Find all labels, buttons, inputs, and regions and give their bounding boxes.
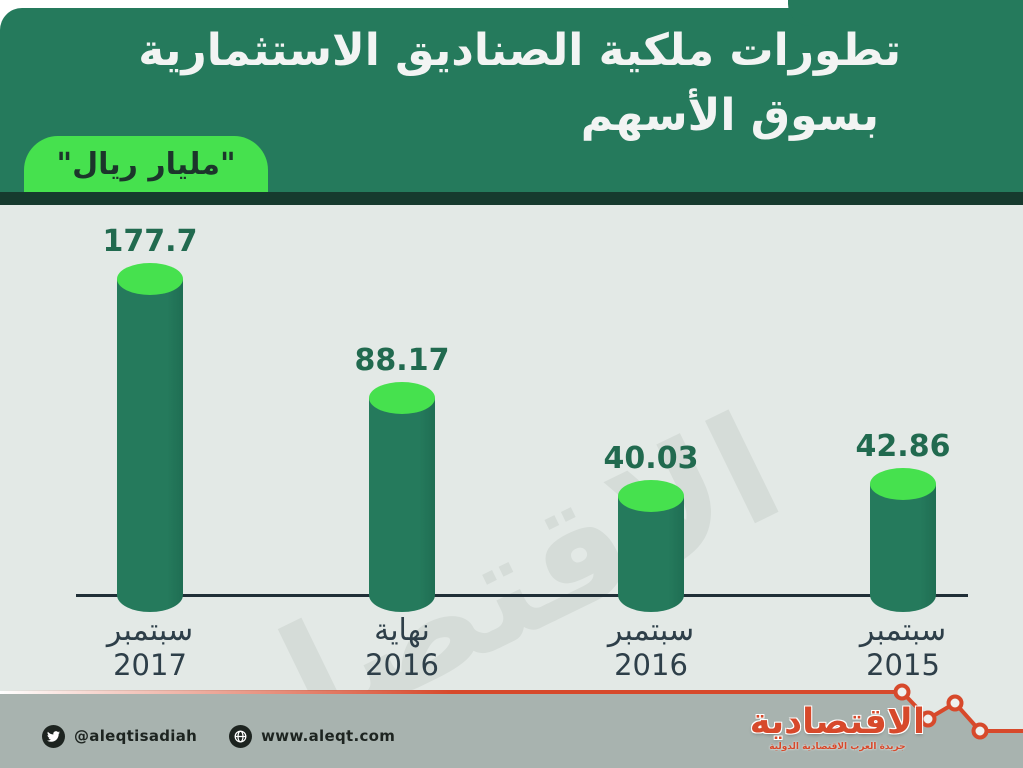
x-axis-line	[76, 594, 968, 597]
x-label-period: نهاية	[374, 613, 430, 648]
bar-value-label: 177.7	[102, 224, 198, 259]
chart-title: تطورات ملكية الصناديق الاستثمارية بسوق ا…	[0, 18, 1023, 148]
x-axis-label: سبتمبر 2016	[551, 613, 751, 682]
social-bar: @aleqtisadiah www.aleqt.com	[42, 722, 395, 750]
x-label-period: سبتمبر	[859, 613, 947, 648]
title-line-1: تطورات ملكية الصناديق الاستثمارية	[138, 25, 901, 76]
header-divider-strip	[0, 192, 1023, 205]
x-label-year: 2016	[365, 647, 439, 682]
twitter-icon	[42, 724, 65, 748]
aleqtisadiah-logo: الاقتصادية جريدة العرب الاقتصادية الدولي…	[750, 703, 925, 752]
x-label-year: 2017	[113, 647, 187, 682]
header: تطورات ملكية الصناديق الاستثمارية بسوق ا…	[0, 0, 1023, 192]
chart-area: الاقتصادية 177.7سبتمبر201788.17نهاية2016…	[0, 205, 1023, 691]
twitter-handle: @aleqtisadiah	[74, 727, 198, 745]
x-label-year: 2016	[614, 647, 688, 682]
bar-top-ellipse	[117, 263, 183, 295]
bar-value-label: 40.03	[603, 441, 699, 476]
globe-icon	[229, 724, 253, 748]
logo-wordmark: الاقتصادية	[749, 702, 925, 742]
x-label-period: سبتمبر	[106, 613, 194, 648]
header-background-corner	[788, 0, 1023, 26]
website-url: www.aleqt.com	[261, 727, 396, 745]
bar-body	[870, 484, 936, 612]
title-line-2: بسوق الأسهم	[580, 90, 879, 141]
red-rule-line	[0, 690, 904, 694]
x-label-year: 2015	[866, 647, 940, 682]
logo-tagline: جريدة العرب الاقتصادية الدولية	[769, 742, 906, 752]
bar-value-label: 42.86	[855, 429, 951, 464]
bar-top-ellipse	[618, 480, 684, 512]
x-axis-label: نهاية 2016	[302, 613, 502, 682]
bar-body	[369, 398, 435, 612]
x-axis-label: سبتمبر 2015	[803, 613, 1003, 682]
bar-body	[117, 279, 183, 612]
bar-top-ellipse	[369, 382, 435, 414]
x-label-period: سبتمبر	[607, 613, 695, 648]
x-axis-label: سبتمبر 2017	[50, 613, 250, 682]
footer	[0, 694, 1023, 768]
unit-badge: "مليار ريال"	[24, 136, 268, 192]
bar-value-label: 88.17	[354, 343, 450, 378]
bar-top-ellipse	[870, 468, 936, 500]
bar-body	[618, 496, 684, 612]
